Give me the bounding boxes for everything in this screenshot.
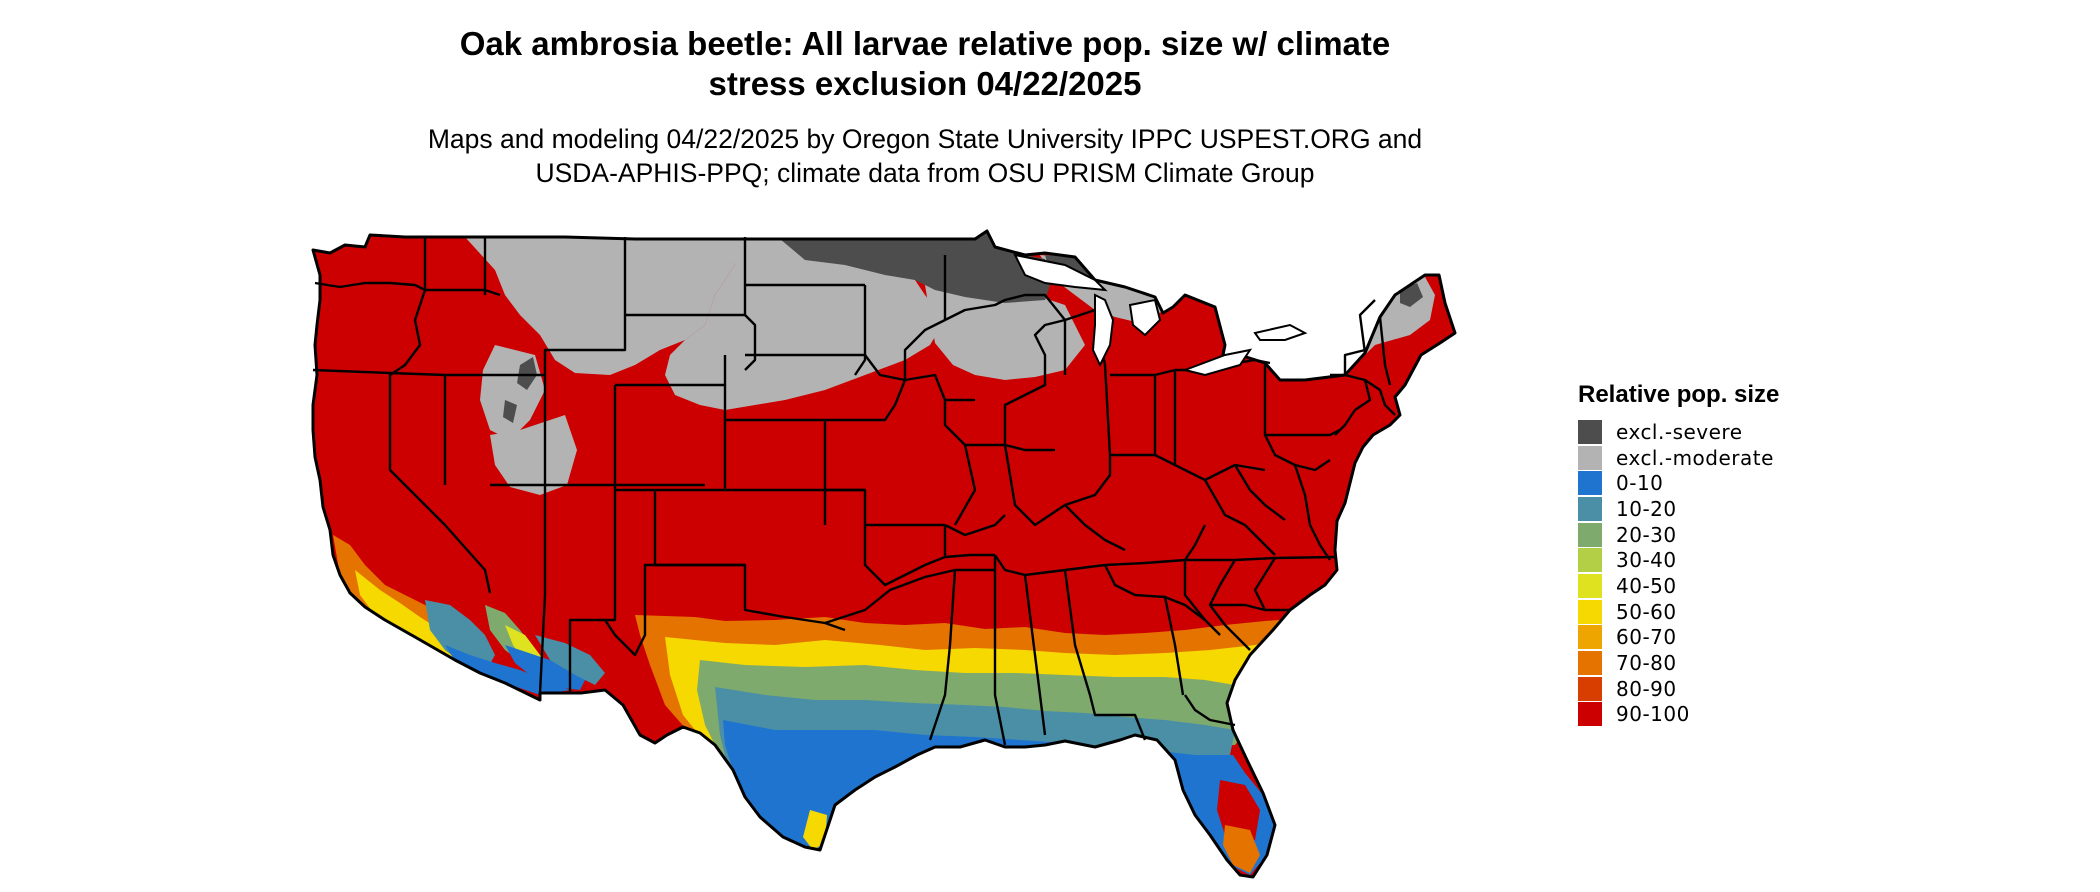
southern-gradient-bands bbox=[635, 615, 1335, 875]
legend-item: 90-100 bbox=[1578, 702, 1998, 728]
legend-item: excl.-severe bbox=[1578, 419, 1998, 445]
legend-label: excl.-moderate bbox=[1616, 445, 1774, 470]
legend-label: 70-80 bbox=[1616, 651, 1677, 676]
legend-swatch bbox=[1578, 702, 1602, 727]
map-subtitle: Maps and modeling 04/22/2025 by Oregon S… bbox=[350, 122, 1500, 190]
legend-swatch bbox=[1578, 599, 1602, 624]
legend-swatch bbox=[1578, 651, 1602, 676]
legend-item: excl.-moderate bbox=[1578, 445, 1998, 471]
legend-label: 20-30 bbox=[1616, 522, 1677, 547]
legend-item: 70-80 bbox=[1578, 650, 1998, 676]
map-title-line-2: stress exclusion 04/22/2025 bbox=[708, 65, 1142, 102]
legend-swatch bbox=[1578, 625, 1602, 650]
legend-label: 90-100 bbox=[1616, 702, 1690, 727]
legend-title: Relative pop. size bbox=[1578, 381, 1780, 408]
legend-label: 80-90 bbox=[1616, 676, 1677, 701]
legend-swatch bbox=[1578, 471, 1602, 496]
legend-item: 30-40 bbox=[1578, 547, 1998, 573]
legend-label: excl.-severe bbox=[1616, 419, 1743, 444]
map-subtitle-line-2: USDA-APHIS-PPQ; climate data from OSU PR… bbox=[535, 158, 1315, 188]
legend-swatch bbox=[1578, 676, 1602, 701]
legend-swatch bbox=[1578, 548, 1602, 573]
state-borders bbox=[311, 229, 1457, 879]
legend-item: 50-60 bbox=[1578, 599, 1998, 625]
southwest-gradient-bands bbox=[333, 535, 570, 695]
legend-label: 50-60 bbox=[1616, 599, 1677, 624]
legend-label: 60-70 bbox=[1616, 625, 1677, 650]
legend-items: excl.-severe excl.-moderate 0-10 10-20 20-30… bbox=[1578, 419, 1998, 727]
legend-item: 40-50 bbox=[1578, 573, 1998, 599]
map-legend: Relative pop. size excl.-severe excl.-mod… bbox=[1578, 380, 1998, 727]
us-population-map bbox=[311, 229, 1457, 879]
legend-label: 10-20 bbox=[1616, 496, 1677, 521]
map-subtitle-line-1: Maps and modeling 04/22/2025 by Oregon S… bbox=[427, 124, 1423, 154]
legend-swatch bbox=[1578, 445, 1602, 470]
legend-swatch bbox=[1578, 496, 1602, 521]
legend-item: 60-70 bbox=[1578, 625, 1998, 651]
legend-label: 40-50 bbox=[1616, 573, 1677, 598]
legend-item: 10-20 bbox=[1578, 496, 1998, 522]
legend-label: 0-10 bbox=[1616, 471, 1664, 496]
legend-swatch bbox=[1578, 419, 1602, 444]
great-lakes bbox=[1013, 253, 1308, 377]
legend-swatch bbox=[1578, 522, 1602, 547]
legend-label: 30-40 bbox=[1616, 548, 1677, 573]
map-title-line-1: Oak ambrosia beetle: All larvae relative… bbox=[459, 25, 1391, 62]
map-title: Oak ambrosia beetle: All larvae relative… bbox=[350, 24, 1500, 104]
legend-item: 20-30 bbox=[1578, 522, 1998, 548]
legend-swatch bbox=[1578, 573, 1602, 598]
legend-item: 80-90 bbox=[1578, 676, 1998, 702]
legend-item: 0-10 bbox=[1578, 470, 1998, 496]
